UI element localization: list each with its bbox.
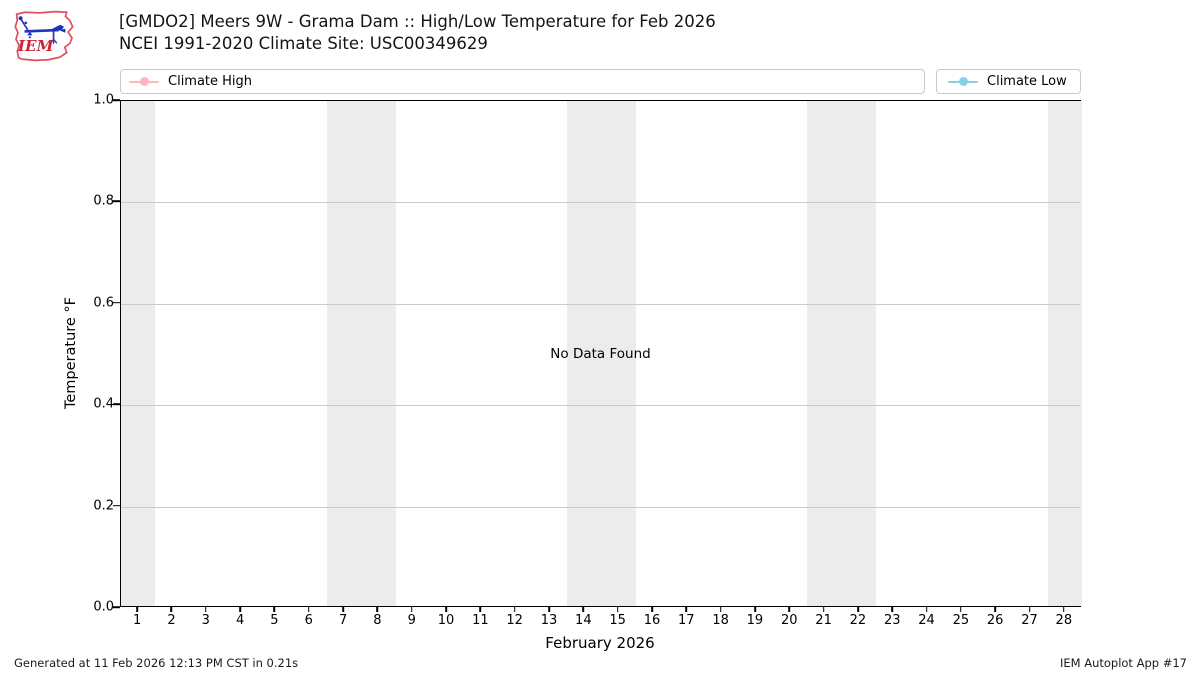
x-tick-mark: [1028, 607, 1031, 612]
x-tick-label: 9: [407, 613, 416, 628]
y-tick-label: 1.0: [93, 92, 114, 108]
y-gridline: [121, 303, 1080, 305]
x-tick-label: 18: [712, 613, 729, 628]
chart-title: [GMDO2] Meers 9W - Grama Dam :: High/Low…: [119, 12, 716, 31]
x-tick-mark: [239, 607, 241, 612]
weekend-shading-band: [567, 101, 636, 606]
x-tick-mark: [925, 607, 928, 612]
x-tick-mark: [445, 607, 447, 612]
x-tick-mark: [960, 607, 962, 612]
x-tick-label: 13: [540, 613, 558, 628]
x-tick-label: 23: [883, 613, 901, 628]
x-tick-mark: [788, 607, 791, 612]
plot-area: No Data Found: [120, 100, 1082, 607]
x-tick-mark: [719, 607, 722, 612]
legend-label-climate-low: Climate Low: [987, 74, 1067, 89]
x-tick-label: 27: [1021, 613, 1038, 628]
iem-logo-text: IEM: [17, 37, 55, 55]
y-tick-mark: [113, 302, 120, 304]
legend-entry-climate-high: Climate High: [129, 74, 252, 89]
x-tick-label: 15: [609, 613, 626, 628]
x-tick-mark: [1063, 607, 1065, 612]
x-tick-label: 7: [338, 613, 348, 628]
y-tick-label: 0.4: [93, 396, 114, 412]
iowa-outline-icon: [14, 10, 74, 62]
chart-subtitle: NCEI 1991-2020 Climate Site: USC00349629: [119, 34, 488, 53]
weekend-shading-band: [326, 101, 396, 606]
x-tick-label: 14: [575, 613, 592, 628]
x-tick-label: 3: [201, 613, 210, 628]
x-tick-label: 16: [643, 613, 661, 628]
y-gridline: [121, 506, 1080, 508]
x-tick-mark: [548, 607, 550, 612]
chart-titles: [GMDO2] Meers 9W - Grama Dam :: High/Low…: [119, 11, 716, 55]
x-tick-mark: [205, 607, 207, 612]
x-tick-mark: [616, 607, 619, 612]
x-tick-label: 25: [952, 613, 970, 628]
y-tick-label: 0.0: [93, 599, 114, 615]
y-tick-mark: [113, 200, 120, 203]
x-tick-mark: [307, 607, 310, 612]
climate-high-marker-icon: [129, 76, 159, 87]
iem-logo: IEM: [14, 10, 74, 62]
x-tick-mark: [479, 607, 482, 612]
x-tick-mark: [582, 607, 585, 612]
x-tick-mark: [857, 607, 859, 612]
x-tick-mark: [170, 607, 173, 612]
x-tick-mark: [410, 607, 413, 612]
y-tick-label: 0.2: [93, 498, 114, 514]
weekend-shading-band: [1047, 101, 1082, 606]
x-tick-label: 12: [506, 613, 523, 628]
x-tick-mark: [342, 607, 344, 612]
y-tick-mark: [113, 99, 120, 101]
x-tick-label: 8: [373, 613, 382, 628]
x-axis-label: February 2026: [545, 634, 655, 652]
x-tick-label: 21: [815, 613, 832, 628]
y-tick-label: 0.8: [93, 193, 114, 209]
x-tick-label: 5: [270, 613, 279, 628]
weekend-shading-band: [121, 101, 156, 606]
x-tick-label: 24: [918, 613, 935, 628]
weather-vane-icon: [18, 16, 66, 44]
x-tick-label: 20: [780, 613, 798, 628]
x-tick-mark: [994, 607, 996, 612]
x-tick-mark: [685, 607, 688, 612]
y-tick-mark: [113, 606, 120, 608]
x-tick-mark: [136, 607, 138, 612]
x-tick-label: 11: [472, 613, 489, 628]
legend-label-climate-high: Climate High: [168, 74, 253, 89]
climate-low-marker-icon: [948, 76, 978, 87]
x-tick-label: 28: [1055, 613, 1073, 628]
y-gridline: [121, 202, 1080, 204]
x-tick-label: 4: [235, 613, 245, 628]
x-tick-label: 17: [678, 613, 695, 628]
y-axis-label: Temperature °F: [63, 296, 79, 410]
weekend-shading-band: [807, 101, 877, 606]
no-data-annotation: No Data Found: [550, 345, 651, 362]
x-tick-mark: [651, 607, 653, 612]
y-tick-mark: [113, 504, 120, 507]
y-tick-mark: [113, 403, 120, 405]
legend-entry-climate-low: Climate Low: [948, 74, 1067, 89]
y-gridline: [121, 405, 1080, 407]
app-credit: IEM Autoplot App #17: [1059, 656, 1187, 670]
x-tick-label: 2: [167, 613, 176, 628]
x-tick-mark: [891, 607, 894, 612]
legend-box-right: Climate Low: [936, 69, 1081, 94]
x-tick-label: 1: [133, 613, 142, 628]
x-tick-label: 10: [437, 613, 455, 628]
x-tick-label: 26: [986, 613, 1004, 628]
x-tick-label: 19: [746, 613, 764, 628]
x-tick-label: 22: [849, 613, 867, 628]
x-tick-mark: [754, 607, 756, 612]
x-tick-mark: [273, 607, 276, 612]
x-tick-mark: [513, 607, 516, 612]
legend-box-left: Climate High: [120, 69, 925, 94]
x-tick-label: 6: [304, 613, 313, 628]
generated-timestamp: Generated at 11 Feb 2026 12:13 PM CST in…: [14, 656, 299, 670]
x-tick-mark: [822, 607, 825, 612]
x-tick-mark: [376, 607, 379, 612]
y-tick-label: 0.6: [93, 295, 114, 311]
